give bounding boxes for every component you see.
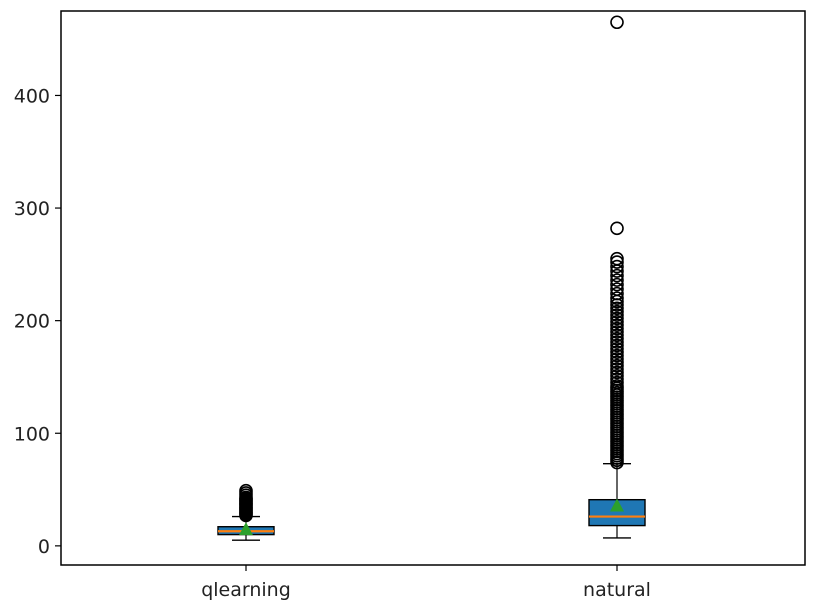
outlier-point bbox=[610, 301, 624, 316]
outlier-point bbox=[610, 251, 624, 266]
outlier-point bbox=[610, 355, 624, 370]
outlier-point bbox=[610, 375, 624, 390]
outlier-point bbox=[239, 483, 253, 498]
outlier-point bbox=[610, 331, 624, 346]
outlier-point bbox=[610, 268, 624, 283]
y-tick-label: 400 bbox=[14, 85, 50, 107]
outlier-point bbox=[610, 321, 624, 336]
outlier-point bbox=[610, 362, 624, 376]
outlier-point bbox=[610, 352, 624, 366]
outlier-point bbox=[610, 328, 624, 343]
outlier-point bbox=[610, 221, 624, 236]
outlier-point bbox=[610, 282, 624, 296]
outlier-point bbox=[610, 259, 624, 274]
outlier-point bbox=[610, 348, 624, 363]
outlier-point bbox=[610, 369, 624, 383]
mean-marker bbox=[610, 498, 624, 512]
outlier-point bbox=[610, 255, 624, 269]
y-tick-label: 200 bbox=[14, 311, 50, 333]
outlier-point bbox=[610, 273, 624, 287]
mean-marker bbox=[239, 522, 253, 536]
outlier-point bbox=[610, 291, 624, 305]
outlier-point bbox=[610, 308, 624, 322]
outlier-point bbox=[610, 314, 624, 329]
outlier-point bbox=[610, 372, 624, 387]
outlier-point bbox=[610, 345, 624, 359]
outlier-point bbox=[610, 342, 624, 356]
y-tick-label: 300 bbox=[14, 198, 50, 220]
outlier-point bbox=[610, 338, 624, 353]
outlier-point bbox=[610, 379, 624, 393]
outlier-point bbox=[610, 311, 624, 326]
axes-frame bbox=[60, 10, 806, 566]
outlier-point bbox=[610, 304, 624, 319]
x-axis: qlearning natural bbox=[201, 565, 651, 601]
x-tick-label-natural: natural bbox=[583, 579, 651, 601]
outlier-point bbox=[610, 318, 624, 332]
boxes-layer bbox=[217, 15, 646, 541]
outlier-point bbox=[610, 358, 624, 373]
outlier-point bbox=[610, 335, 624, 349]
outlier-point bbox=[610, 365, 624, 380]
x-tick-label-qlearning: qlearning bbox=[201, 579, 291, 601]
outlier-point bbox=[610, 277, 624, 292]
box-group-natural bbox=[588, 15, 646, 539]
y-tick-label: 0 bbox=[38, 536, 50, 558]
outlier-point bbox=[610, 15, 624, 30]
outlier-point bbox=[610, 325, 624, 339]
y-tick-label: 100 bbox=[14, 423, 50, 445]
outlier-point bbox=[610, 286, 624, 301]
box-group-qlearning bbox=[217, 483, 275, 541]
y-axis: 0 100 200 300 400 bbox=[14, 85, 61, 558]
